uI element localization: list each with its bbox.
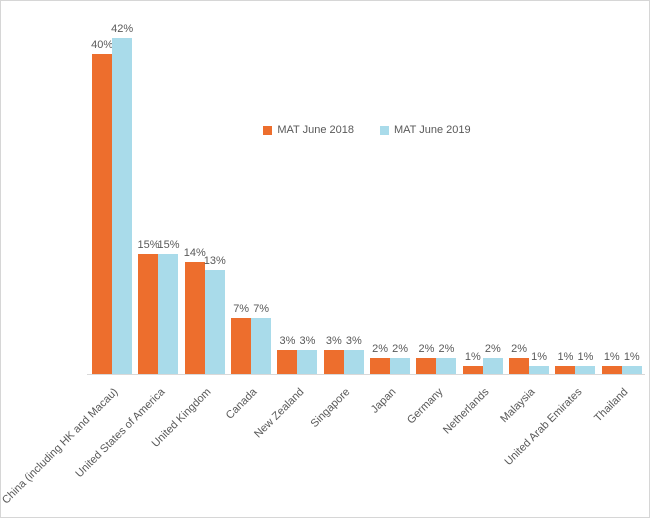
bar-mat-june-2019: 2% [436, 343, 457, 374]
bar-value-label: 2% [438, 343, 455, 355]
bar-mat-june-2018: 3% [323, 335, 344, 374]
bar-mat-june-2019: 1% [575, 351, 596, 374]
legend-label-2019: MAT June 2019 [394, 124, 471, 136]
bar-group-singapore: 3% 3% [321, 38, 367, 374]
bar-mat-june-2018: 1% [601, 351, 622, 374]
bar-mat-june-2019: 3% [343, 335, 364, 374]
bar-mat-june-2019: 1% [529, 351, 550, 374]
x-axis-line [87, 374, 645, 375]
bar-value-label: 2% [372, 343, 389, 355]
bar-value-label: 3% [299, 335, 316, 347]
bar-group-united-kingdom: 14% 13% [182, 38, 228, 374]
bar-mat-june-2019: 15% [157, 239, 180, 374]
legend-swatch-2019-icon [380, 125, 389, 135]
bar-value-label: 1% [577, 351, 594, 363]
legend: MAT June 2018 MAT June 2019 [89, 124, 645, 136]
legend-item-mat-june-2018: MAT June 2018 [263, 124, 354, 136]
bar-mat-june-2018: 2% [370, 343, 391, 374]
bar-mat-june-2018: 40% [91, 39, 113, 374]
bar-mat-june-2018: 15% [137, 239, 160, 374]
bar-group-thailand: 1% 1% [599, 38, 645, 374]
plot-area: 40% 42% 15% 15% 14% 13% 7% 7% 3% 3% 3% 3% 2% 2% 2% 2% 1%… [89, 23, 645, 374]
bar-mat-june-2019: 3% [297, 335, 318, 374]
bar-value-label: 1% [623, 351, 640, 363]
bar-value-label: 15% [157, 239, 180, 251]
category-axis: China (including HK and Macau) United Sta… [1, 381, 645, 516]
bar-mat-june-2018: 1% [555, 351, 576, 374]
bar-value-label: 2% [418, 343, 435, 355]
bar-value-label: 13% [203, 255, 226, 267]
bar-value-label: 1% [603, 351, 620, 363]
bar-value-label: 1% [464, 351, 481, 363]
bar-group-united-states-of-america: 15% 15% [135, 38, 181, 374]
bar-value-label: 40% [91, 39, 114, 51]
bar-value-label: 7% [253, 303, 270, 315]
bar-mat-june-2018: 2% [416, 343, 437, 374]
bar-value-label: 1% [557, 351, 574, 363]
bar-mat-june-2019: 42% [111, 23, 133, 374]
bar-value-label: 3% [279, 335, 296, 347]
bar-mat-june-2019: 7% [251, 303, 272, 374]
legend-swatch-2018-icon [263, 125, 273, 135]
bar-mat-june-2019: 2% [390, 343, 411, 374]
bar-group-united-arab-emirates: 1% 1% [552, 38, 598, 374]
bar-group-canada: 7% 7% [228, 38, 274, 374]
bar-group-japan: 2% 2% [367, 38, 413, 374]
bar-value-label: 3% [345, 335, 362, 347]
legend-label-2018: MAT June 2018 [277, 124, 354, 136]
bar-group-new-zealand: 3% 3% [274, 38, 320, 374]
bar-value-label: 7% [233, 303, 250, 315]
bar-group-china-including-hk-and-macau: 40% 42% [89, 23, 135, 374]
bar-mat-june-2018: 2% [509, 343, 530, 374]
bar-mat-june-2019: 13% [204, 255, 226, 374]
legend-item-mat-june-2019: MAT June 2019 [380, 124, 471, 136]
bar-mat-june-2019: 2% [482, 343, 503, 374]
bar-group-malaysia: 2% 1% [506, 38, 552, 374]
bar-group-germany: 2% 2% [413, 38, 459, 374]
bar-value-label: 1% [531, 351, 548, 363]
bar-mat-june-2018: 14% [184, 247, 206, 374]
bar-mat-june-2018: 1% [462, 351, 483, 374]
bar-value-label: 2% [392, 343, 409, 355]
bar-group-netherlands: 1% 2% [460, 38, 506, 374]
bar-mat-june-2018: 3% [277, 335, 298, 374]
bar-value-label: 3% [325, 335, 342, 347]
category-label-thailand: Thailand [591, 386, 631, 425]
bar-value-label: 15% [137, 239, 160, 251]
bar-value-label: 14% [183, 247, 206, 259]
bar-mat-june-2019: 1% [621, 351, 642, 374]
bar-value-label: 2% [511, 343, 528, 355]
bar-mat-june-2018: 7% [231, 303, 252, 374]
bar-value-label: 2% [484, 343, 501, 355]
bar-value-label: 42% [111, 23, 134, 35]
